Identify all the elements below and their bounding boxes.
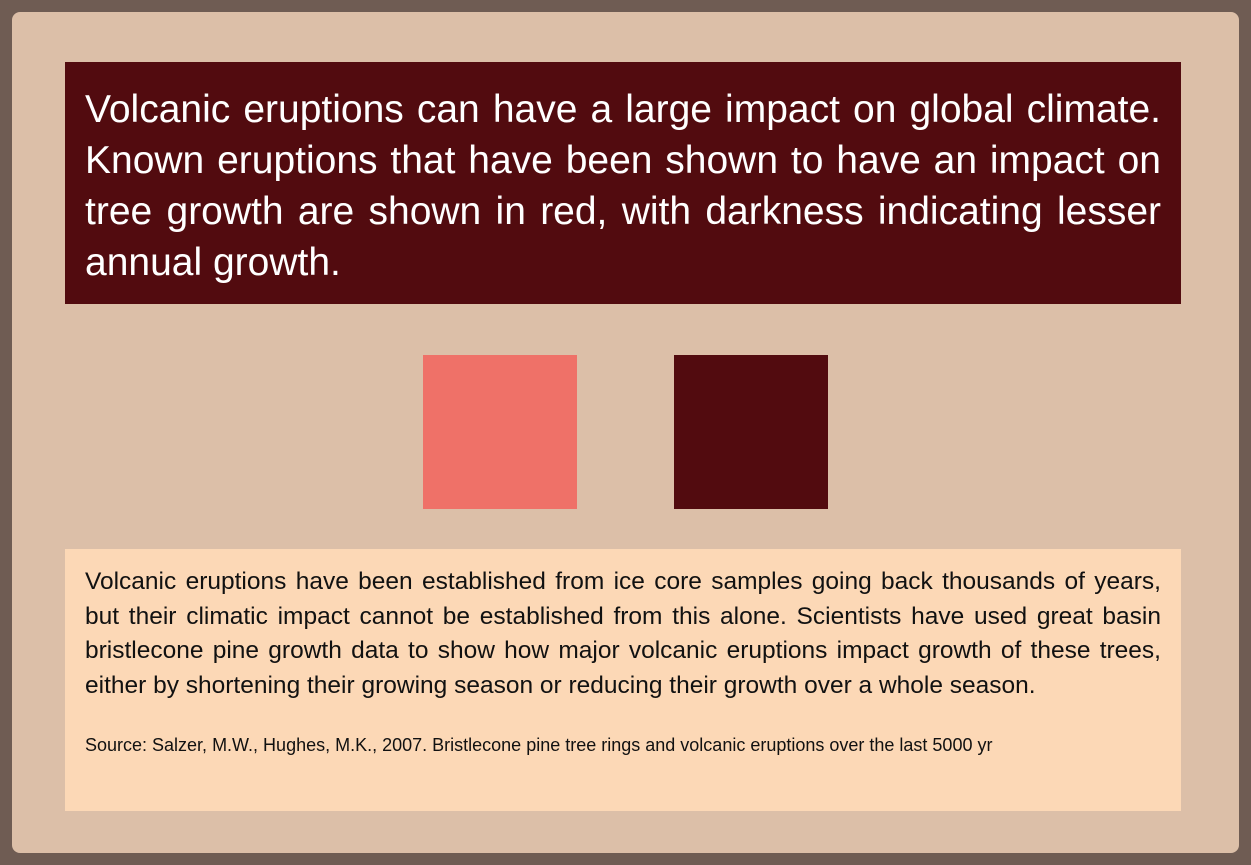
dark-red-swatch <box>674 355 828 509</box>
title-text: Volcanic eruptions can have a large impa… <box>85 88 1161 284</box>
light-red-swatch <box>423 355 577 509</box>
title-banner: Volcanic eruptions can have a large impa… <box>65 62 1181 304</box>
info-panel: Volcanic eruptions have been established… <box>65 549 1181 811</box>
source-citation: Source: Salzer, M.W., Hughes, M.K., 2007… <box>85 735 993 755</box>
info-body-text: Volcanic eruptions have been established… <box>85 568 1161 699</box>
main-panel: Volcanic eruptions can have a large impa… <box>12 12 1239 853</box>
